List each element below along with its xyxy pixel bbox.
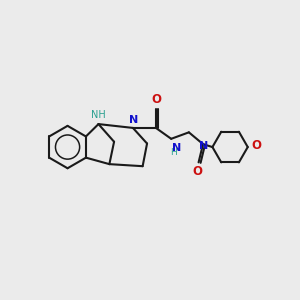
Text: O: O	[252, 139, 262, 152]
Text: O: O	[151, 93, 161, 106]
Text: N: N	[129, 115, 138, 125]
Text: N: N	[172, 142, 181, 153]
Text: N: N	[199, 141, 208, 151]
Text: O: O	[192, 165, 202, 178]
Text: NH: NH	[91, 110, 106, 120]
Text: H: H	[171, 148, 177, 157]
